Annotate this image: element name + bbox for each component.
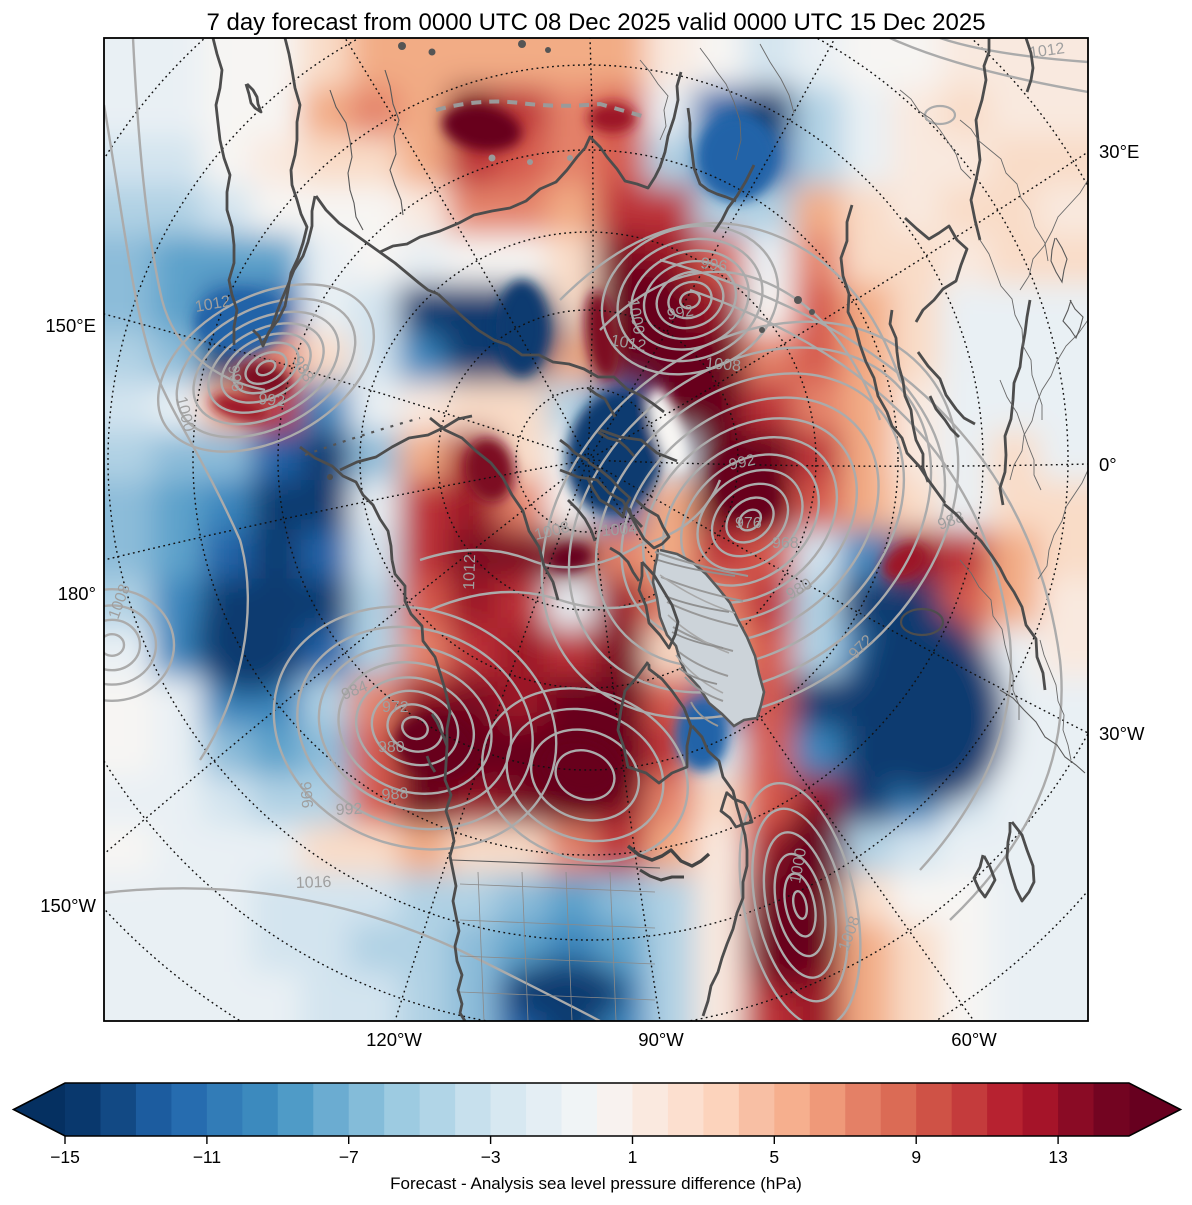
svg-text:7 day forecast from 0000 UTC 0: 7 day forecast from 0000 UTC 08 Dec 2025… [206,9,985,36]
svg-text:996: 996 [224,364,245,393]
svg-text:968: 968 [772,535,799,552]
svg-text:972: 972 [382,699,409,716]
svg-text:150°E: 150°E [45,315,96,336]
svg-text:1012: 1012 [461,554,479,590]
svg-text:60°W: 60°W [951,1029,997,1050]
svg-text:992: 992 [666,303,695,324]
svg-text:−3: −3 [481,1147,501,1167]
svg-text:1000: 1000 [787,847,810,885]
svg-text:30°E: 30°E [1099,141,1139,162]
svg-text:980: 980 [378,739,405,756]
svg-text:1000: 1000 [624,298,647,336]
svg-text:1012: 1012 [194,293,232,316]
svg-text:Forecast - Analysis sea level: Forecast - Analysis sea level pressure d… [390,1174,802,1193]
svg-text:996: 996 [699,255,728,276]
svg-text:1008: 1008 [705,355,742,375]
svg-text:992: 992 [727,452,757,474]
svg-text:−7: −7 [339,1147,359,1167]
svg-text:5: 5 [769,1147,779,1167]
svg-text:−15: −15 [50,1147,80,1167]
svg-text:9: 9 [911,1147,921,1167]
svg-text:30°W: 30°W [1099,723,1145,744]
svg-text:988: 988 [381,785,409,804]
svg-text:996: 996 [296,781,315,809]
svg-text:−11: −11 [193,1147,221,1167]
svg-text:90°W: 90°W [638,1029,684,1050]
svg-text:13: 13 [1048,1147,1067,1167]
svg-text:0°: 0° [1099,454,1117,475]
svg-text:180°: 180° [58,583,96,604]
svg-text:1: 1 [628,1147,638,1167]
svg-text:992: 992 [258,391,286,410]
svg-text:150°W: 150°W [40,895,96,916]
svg-text:976: 976 [735,515,762,532]
svg-text:1012: 1012 [1028,40,1066,62]
svg-text:1004: 1004 [601,521,638,540]
svg-text:992: 992 [335,801,363,819]
svg-text:1012: 1012 [609,332,647,355]
svg-text:1016: 1016 [296,874,332,892]
svg-text:120°W: 120°W [366,1029,422,1050]
